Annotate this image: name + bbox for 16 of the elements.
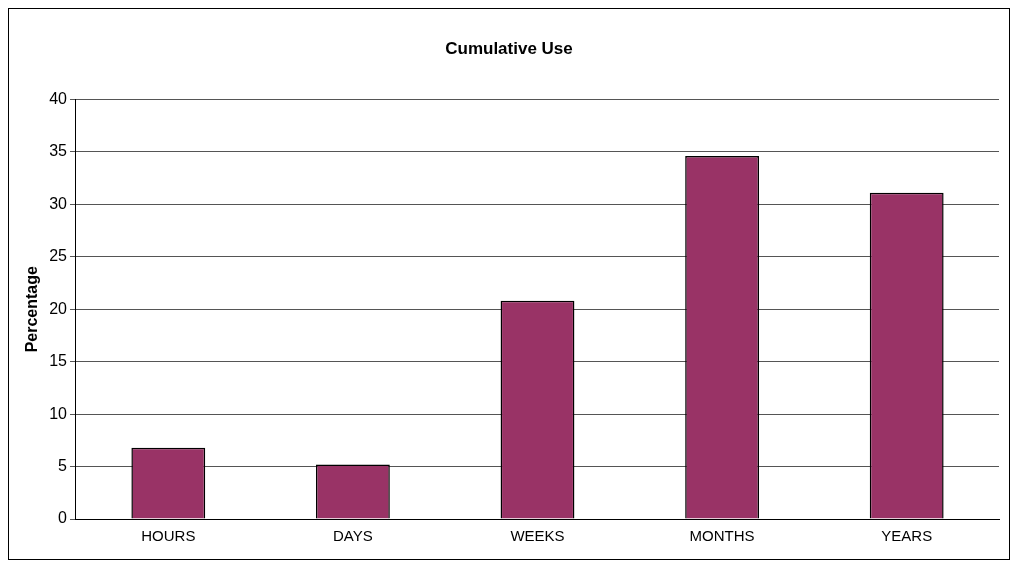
y-tick-label: 5 — [58, 456, 68, 474]
y-tick-label: 25 — [49, 247, 68, 265]
x-tick-label: WEEKS — [510, 527, 565, 545]
x-tick-label: YEARS — [881, 527, 933, 545]
x-tick-label: DAYS — [333, 527, 373, 545]
y-tick-label: 30 — [49, 194, 68, 212]
x-tick-label: MONTHS — [689, 527, 755, 545]
y-tick-label: 40 — [49, 89, 68, 107]
chart-title: Cumulative Use — [445, 38, 573, 58]
y-tick-label: 0 — [58, 509, 68, 527]
y-tick-label: 15 — [49, 352, 68, 370]
y-tick-label: 20 — [49, 299, 68, 317]
y-tick-label: 10 — [49, 404, 68, 422]
y-axis-title: Percentage — [23, 265, 41, 353]
x-tick-label: HOURS — [141, 527, 196, 545]
y-tick-label: 35 — [49, 142, 68, 160]
